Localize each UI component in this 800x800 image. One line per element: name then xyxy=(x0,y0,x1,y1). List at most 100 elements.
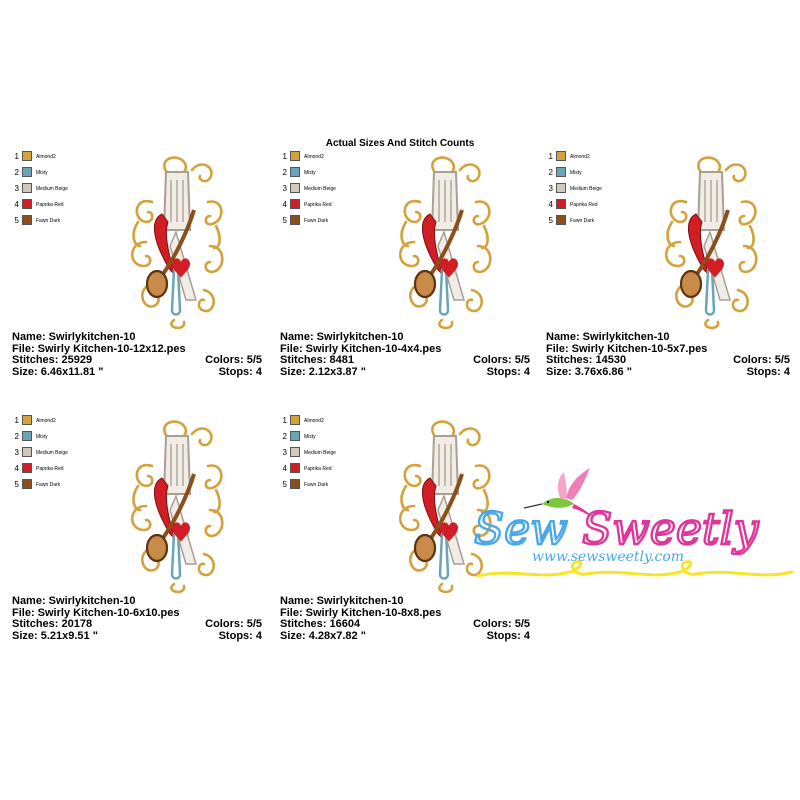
color-swatch xyxy=(556,167,566,177)
color-swatch xyxy=(290,215,300,225)
design-info: Name: Swirlykitchen-10 File: Swirly Kitc… xyxy=(12,595,262,642)
color-swatch xyxy=(22,415,32,425)
thread-name: Medium Beige xyxy=(304,450,336,456)
thread-name: Misty xyxy=(304,170,316,176)
stitch-count: Stitches: 14530 xyxy=(546,354,627,366)
design-name: Name: Swirlykitchen-10 xyxy=(280,331,404,343)
thread-name: Misty xyxy=(570,170,582,176)
color-swatch xyxy=(556,183,566,193)
design-file: File: Swirly Kitchen-10-6x10.pes xyxy=(12,606,180,619)
stop-count: Stops: 4 xyxy=(746,365,790,378)
thread-name: Paprika Red xyxy=(570,202,598,208)
color-swatch xyxy=(556,151,566,161)
legend-number: 3 xyxy=(282,184,287,193)
design-info: Name: Swirlykitchen-10 File: Swirly Kitc… xyxy=(546,331,790,378)
legend-number: 5 xyxy=(14,216,19,225)
embroidery-design-preview xyxy=(658,150,758,330)
color-swatch xyxy=(22,199,32,209)
stop-count: Stops: 4 xyxy=(218,629,262,642)
color-swatch xyxy=(290,151,300,161)
thread-name: Almond2 xyxy=(304,154,324,160)
design-name: Name: Swirlykitchen-10 xyxy=(546,331,670,343)
thread-name: Medium Beige xyxy=(36,186,68,192)
design-size: Size: 6.46x11.81 " xyxy=(12,365,104,378)
sew-sweetly-logo: Sew Sweetly www.sewsweetly.com xyxy=(473,468,794,578)
design-file: File: Swirly Kitchen-10-5x7.pes xyxy=(546,342,708,355)
color-swatch xyxy=(290,415,300,425)
stitch-count: Stitches: 16604 xyxy=(280,618,361,630)
design-card: 1 Almond2 2 Misty 3 Medium Beige 4 Paprika R… xyxy=(280,150,540,380)
legend-number: 1 xyxy=(282,416,287,425)
legend-number: 4 xyxy=(14,200,19,209)
color-swatch xyxy=(290,199,300,209)
legend-number: 5 xyxy=(548,216,553,225)
color-swatch xyxy=(22,167,32,177)
design-file: File: Swirly Kitchen-10-12x12.pes xyxy=(12,342,186,355)
logo-url: www.sewsweetly.com xyxy=(532,549,684,565)
legend-number: 2 xyxy=(14,432,19,441)
legend-number: 3 xyxy=(282,448,287,457)
stitch-count: Stitches: 25929 xyxy=(12,354,93,366)
legend-number: 1 xyxy=(282,152,287,161)
thread-name: Paprika Red xyxy=(36,202,64,208)
design-name: Name: Swirlykitchen-10 xyxy=(12,331,136,343)
design-file: File: Swirly Kitchen-10-4x4.pes xyxy=(280,342,442,355)
thread-name: Fawn Dark xyxy=(36,218,61,224)
thread-name: Fawn Dark xyxy=(570,218,595,224)
thread-name: Medium Beige xyxy=(304,186,336,192)
legend-number: 1 xyxy=(14,152,19,161)
design-name: Name: Swirlykitchen-10 xyxy=(12,595,136,607)
stop-count: Stops: 4 xyxy=(218,365,262,378)
legend-number: 2 xyxy=(282,168,287,177)
stop-count: Stops: 4 xyxy=(486,365,530,378)
embroidery-design-preview xyxy=(124,414,224,594)
stitch-count: Stitches: 8481 xyxy=(280,354,354,366)
hummingbird-icon xyxy=(523,468,594,518)
color-swatch xyxy=(290,167,300,177)
design-info: Name: Swirlykitchen-10 File: Swirly Kitc… xyxy=(280,331,530,378)
thread-name: Medium Beige xyxy=(36,450,68,456)
thread-name: Medium Beige xyxy=(570,186,602,192)
thread-name: Almond2 xyxy=(304,418,324,424)
legend-number: 3 xyxy=(14,184,19,193)
design-size: Size: 4.28x7.82 " xyxy=(280,629,366,642)
stop-count: Stops: 4 xyxy=(486,629,530,642)
legend-number: 4 xyxy=(14,464,19,473)
design-info: Name: Swirlykitchen-10 File: Swirly Kitc… xyxy=(280,595,530,642)
thread-name: Misty xyxy=(304,434,316,440)
design-size: Size: 3.76x6.86 " xyxy=(546,365,632,378)
legend-number: 4 xyxy=(548,200,553,209)
color-swatch xyxy=(22,431,32,441)
color-swatch xyxy=(290,447,300,457)
color-count: Colors: 5/5 xyxy=(473,618,530,630)
design-card: 1 Almond2 2 Misty 3 Medium Beige 4 Paprika R… xyxy=(280,414,540,644)
legend-number: 5 xyxy=(14,480,19,489)
embroidery-design-preview xyxy=(124,150,224,330)
design-info: Name: Swirlykitchen-10 File: Swirly Kitc… xyxy=(12,331,262,378)
color-count: Colors: 5/5 xyxy=(205,618,262,630)
page-title: Actual Sizes And Stitch Counts xyxy=(325,138,475,149)
embroidery-design-preview xyxy=(392,150,492,330)
legend-number: 3 xyxy=(14,448,19,457)
legend-number: 5 xyxy=(282,216,287,225)
thread-name: Almond2 xyxy=(570,154,590,160)
color-swatch xyxy=(22,447,32,457)
color-swatch xyxy=(22,479,32,489)
color-swatch xyxy=(556,199,566,209)
design-card: 1 Almond2 2 Misty 3 Medium Beige 4 Paprika R… xyxy=(546,150,796,380)
color-swatch xyxy=(290,431,300,441)
legend-number: 3 xyxy=(548,184,553,193)
color-count: Colors: 5/5 xyxy=(733,354,790,366)
color-count: Colors: 5/5 xyxy=(205,354,262,366)
thread-name: Misty xyxy=(36,434,48,440)
color-swatch xyxy=(556,215,566,225)
color-swatch xyxy=(290,183,300,193)
thread-name: Fawn Dark xyxy=(36,482,61,488)
color-swatch xyxy=(290,479,300,489)
thread-name: Misty xyxy=(36,170,48,176)
legend-number: 2 xyxy=(282,432,287,441)
legend-number: 1 xyxy=(548,152,553,161)
legend-number: 1 xyxy=(14,416,19,425)
thread-name: Almond2 xyxy=(36,154,56,160)
legend-number: 2 xyxy=(14,168,19,177)
